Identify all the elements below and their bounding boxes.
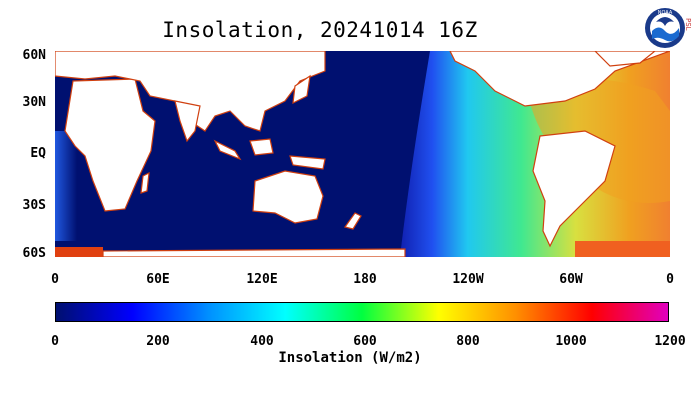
lat-label-60s: 60S	[22, 246, 46, 261]
india-land	[174, 100, 201, 143]
colorbar-label-400: 400	[250, 334, 274, 349]
africa-land	[64, 78, 156, 212]
australia-land	[252, 170, 324, 224]
colorbar-label-200: 200	[146, 334, 170, 349]
greenland-land	[594, 51, 656, 67]
noaa-logo-icon: NOAA PSL	[645, 8, 692, 48]
lon-label-0: 0	[51, 272, 59, 287]
southern-day-strip	[575, 241, 670, 257]
lon-label-180: 180	[353, 272, 377, 287]
antarctic-strip	[55, 247, 103, 257]
lon-label-60e: 60E	[146, 272, 170, 287]
new-zealand-land	[343, 212, 362, 230]
eurasia-land	[55, 51, 326, 132]
south-america-land	[532, 130, 616, 248]
antarctica-land	[102, 248, 406, 257]
lat-label-30s: 30S	[22, 198, 46, 213]
colorbar-title: Insolation (W/m2)	[278, 350, 422, 366]
logo-side-text: PSL	[684, 18, 692, 31]
colorbar-label-800: 800	[456, 334, 480, 349]
lon-label-60w: 60W	[559, 272, 583, 287]
colorbar-label-0: 0	[51, 334, 59, 349]
new-guinea-land	[289, 155, 326, 170]
borneo-land	[249, 138, 274, 156]
logo-text: NOAA	[658, 10, 673, 16]
morning-terminator	[55, 131, 77, 241]
madagascar-land	[140, 171, 150, 194]
lon-label-120e: 120E	[246, 272, 278, 287]
colorbar	[55, 302, 669, 322]
sumatra-land	[213, 139, 242, 161]
map-title: Insolation, 20241014 16Z	[162, 18, 478, 42]
lat-label-60n: 60N	[22, 48, 46, 63]
lat-label-eq: EQ	[30, 146, 46, 161]
colorbar-label-1200: 1200	[654, 334, 686, 349]
colorbar-label-600: 600	[353, 334, 377, 349]
japan-land	[292, 74, 311, 105]
lon-label-0-end: 0	[666, 272, 674, 287]
colorbar-label-1000: 1000	[555, 334, 587, 349]
lon-label-120w: 120W	[452, 272, 484, 287]
insolation-map	[55, 51, 670, 257]
lat-label-30n: 30N	[22, 95, 46, 110]
